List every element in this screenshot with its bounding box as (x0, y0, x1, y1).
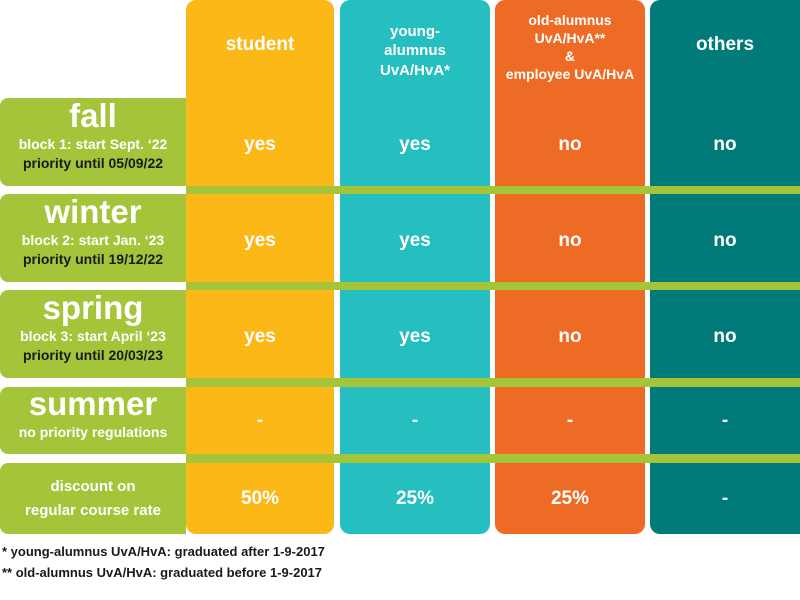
cell-winter-old-alumnus: no (558, 230, 582, 251)
cell-winter-young-alumnus: yes (399, 230, 431, 251)
cell-winter-others: no (713, 230, 737, 251)
row-divider (186, 282, 800, 290)
header-old-line: old-alumnus (528, 11, 612, 28)
cell-summer-student: - (256, 409, 264, 431)
header-young-line: UvA/HvA* (379, 61, 451, 79)
cell-discount-others: - (721, 487, 729, 509)
row-label-discount: discount on regular course rate (0, 463, 186, 534)
discount-label-line: regular course rate (25, 501, 161, 519)
season-title: summer (28, 385, 158, 422)
header-young-line: alumnus (384, 42, 446, 60)
cell-fall-young-alumnus: yes (399, 134, 431, 155)
header-old-line: employee UvA/HvA (505, 66, 635, 83)
season-title: winter (44, 193, 142, 230)
header-others-line: others (695, 33, 755, 55)
discount-label-line: discount on (50, 478, 136, 496)
priority-date: priority until 20/03/23 (22, 346, 164, 363)
header-student: student (186, 0, 334, 90)
cell-summer-young-alumnus: - (411, 409, 419, 431)
priority-date: priority until 05/09/22 (22, 154, 164, 171)
block-start: block 2: start Jan. ‘23 (21, 231, 165, 248)
row-divider (186, 454, 800, 463)
cell-discount-young-alumnus: 25% (395, 487, 435, 509)
footnote-old-alumnus: ** old-alumnus UvA/HvA: graduated before… (2, 565, 323, 580)
row-label-spring: spring block 3: start April ‘23 priority… (0, 290, 186, 378)
cell-winter-student: yes (244, 230, 276, 251)
cell-fall-old-alumnus: no (558, 134, 582, 155)
cell-spring-others: no (713, 326, 737, 347)
row-label-fall: fall block 1: start Sept. ‘22 priority u… (0, 98, 186, 186)
header-young-line: young- (390, 22, 440, 40)
row-divider (186, 186, 800, 194)
cell-summer-old-alumnus: - (566, 409, 574, 431)
cell-fall-student: yes (244, 134, 276, 155)
season-title: spring (42, 289, 144, 326)
block-start: block 3: start April ‘23 (20, 327, 166, 344)
header-young-alumnus: young- alumnus UvA/HvA* (340, 6, 490, 96)
no-priority-note: no priority regulations (18, 423, 168, 440)
column-others-background (650, 0, 800, 534)
row-label-summer: summer no priority regulations (0, 385, 186, 454)
row-divider (186, 378, 800, 387)
cell-discount-old-alumnus: 25% (550, 487, 590, 509)
column-old-alumnus-background (495, 0, 645, 534)
season-title: fall (69, 97, 117, 134)
priority-date: priority until 19/12/22 (22, 250, 164, 267)
column-student-background (186, 0, 334, 534)
column-young-alumnus-background (340, 0, 490, 534)
header-student-line: student (225, 33, 295, 55)
cell-summer-others: - (721, 409, 729, 431)
cell-spring-student: yes (244, 326, 276, 347)
header-old-alumnus: old-alumnus UvA/HvA** & employee UvA/HvA (495, 2, 645, 92)
header-old-line: & (564, 48, 576, 64)
block-start: block 1: start Sept. ‘22 (18, 135, 168, 152)
cell-fall-others: no (713, 134, 737, 155)
header-others: others (650, 0, 800, 90)
footnote-young-alumnus: * young-alumnus UvA/HvA: graduated after… (2, 544, 325, 559)
cell-discount-student: 50% (240, 487, 280, 509)
cell-spring-old-alumnus: no (558, 326, 582, 347)
cell-spring-young-alumnus: yes (399, 326, 431, 347)
header-old-line: UvA/HvA** (534, 29, 606, 46)
row-label-winter: winter block 2: start Jan. ‘23 priority … (0, 194, 186, 282)
